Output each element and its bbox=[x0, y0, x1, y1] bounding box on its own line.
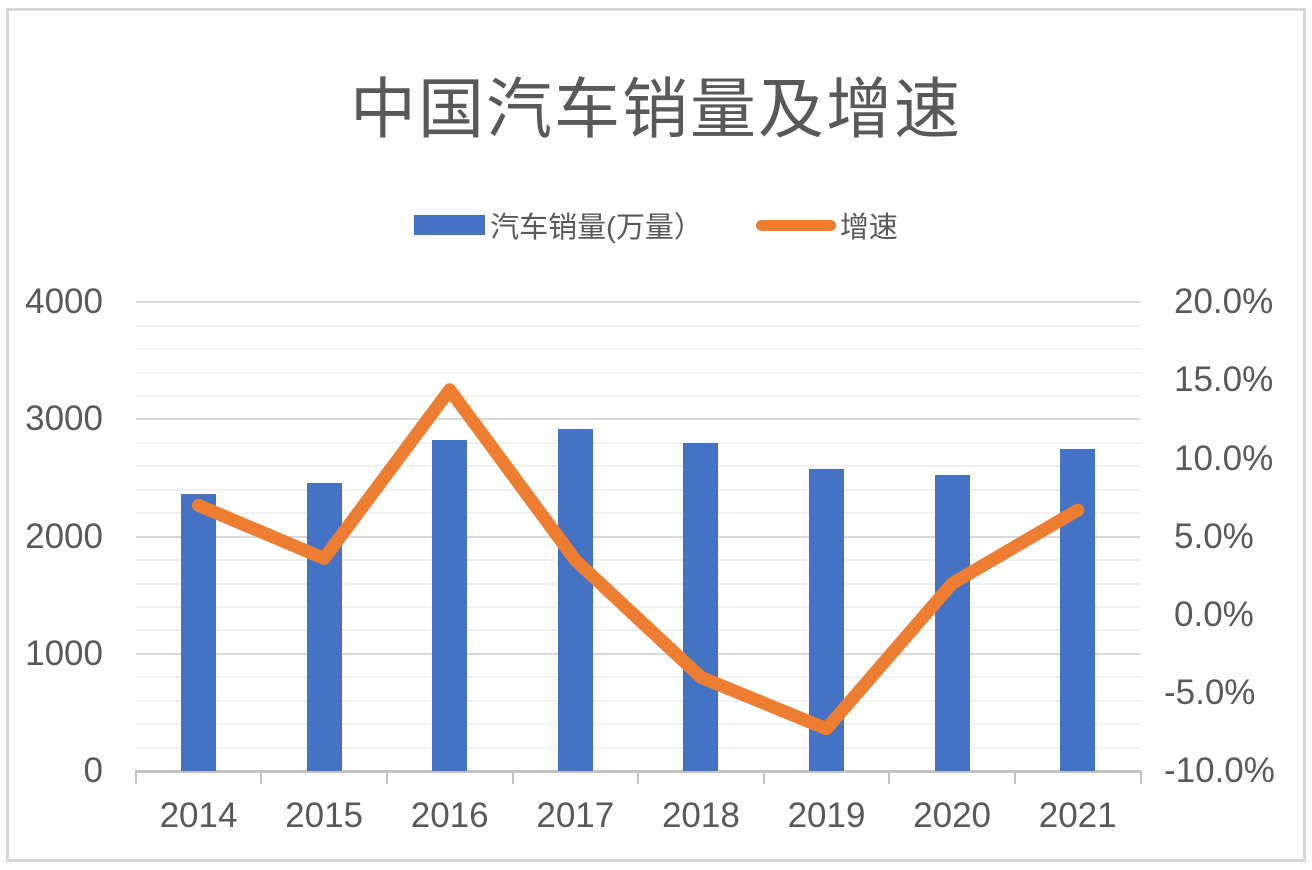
gridline-minor bbox=[135, 676, 1141, 679]
gridline-minor bbox=[135, 699, 1141, 702]
gridline-minor bbox=[135, 465, 1141, 468]
y-axis-label-left: 0 bbox=[83, 751, 103, 790]
gridline-minor bbox=[135, 559, 1141, 562]
y-axis-label-left: 3000 bbox=[25, 399, 103, 439]
x-axis-tick bbox=[637, 771, 640, 784]
y-axis-label-right: -10.0% bbox=[1164, 751, 1275, 790]
bar-2017 bbox=[557, 429, 593, 771]
y-axis-label-left: 4000 bbox=[25, 282, 103, 322]
gridline-major bbox=[135, 652, 1141, 655]
gridline-minor bbox=[135, 371, 1141, 374]
card-border bbox=[6, 8, 1306, 862]
x-axis-label: 2021 bbox=[1038, 796, 1117, 835]
legend-label-sales: 汽车销量(万量） bbox=[490, 212, 703, 244]
legend-label-growth: 增速 bbox=[839, 212, 898, 244]
gridline-major bbox=[135, 301, 1141, 304]
bar-2020 bbox=[934, 474, 970, 771]
x-axis-label: 2016 bbox=[410, 796, 489, 835]
x-axis-label: 2015 bbox=[285, 796, 364, 835]
bar-2014 bbox=[181, 494, 216, 771]
chart-title: 中国汽车销量及增速 bbox=[350, 72, 962, 146]
gridline-minor bbox=[135, 488, 1141, 491]
x-axis-tick bbox=[385, 771, 388, 784]
y-axis-label-right: -5.0% bbox=[1164, 672, 1256, 712]
bar-2018 bbox=[683, 443, 719, 771]
y-axis-label-right: 5.0% bbox=[1174, 516, 1254, 556]
y-axis-label-left: 1000 bbox=[25, 633, 103, 673]
gridline-minor bbox=[135, 441, 1141, 444]
x-axis-tick bbox=[1013, 771, 1016, 784]
y-axis-label-right: 10.0% bbox=[1174, 438, 1274, 478]
y-axis-label-left: 2000 bbox=[25, 516, 103, 556]
legend: 汽车销量(万量） 增速 bbox=[0, 200, 1312, 250]
legend-item-growth: 增速 bbox=[755, 204, 898, 246]
x-axis-tick bbox=[134, 771, 137, 784]
gridline-minor bbox=[135, 629, 1141, 632]
bar-2015 bbox=[306, 483, 342, 771]
x-axis-label: 2018 bbox=[661, 796, 740, 835]
x-axis-tick bbox=[762, 771, 765, 784]
gridline-major bbox=[135, 418, 1141, 421]
gridline-minor bbox=[135, 395, 1141, 398]
y-axis-label-right: 0.0% bbox=[1174, 594, 1254, 634]
legend-swatch-line bbox=[755, 219, 836, 231]
x-axis-tick bbox=[1139, 771, 1142, 784]
x-axis-tick bbox=[888, 771, 891, 784]
x-axis-label: 2014 bbox=[159, 796, 238, 835]
x-axis-tick bbox=[511, 771, 514, 784]
legend-item-sales: 汽车销量(万量） bbox=[414, 204, 703, 246]
gridline-minor bbox=[135, 348, 1141, 351]
legend-swatch-bar bbox=[414, 215, 486, 235]
gridline-minor bbox=[135, 605, 1141, 608]
gridline-minor bbox=[135, 324, 1141, 327]
gridline-minor bbox=[135, 723, 1141, 726]
gridline-minor bbox=[135, 582, 1141, 585]
bar-2021 bbox=[1060, 449, 1096, 771]
gridline-minor bbox=[135, 512, 1141, 515]
bar-2019 bbox=[809, 469, 844, 771]
gridline-major bbox=[135, 535, 1141, 538]
x-axis-label: 2017 bbox=[536, 796, 615, 835]
x-axis-tick bbox=[260, 771, 263, 784]
y-axis-label-right: 15.0% bbox=[1174, 360, 1274, 400]
y-axis-label-right: 20.0% bbox=[1174, 282, 1274, 322]
bar-2016 bbox=[432, 439, 468, 771]
x-axis-label: 2019 bbox=[787, 796, 866, 835]
x-axis-label: 2020 bbox=[913, 796, 992, 835]
gridline-minor bbox=[135, 746, 1141, 749]
